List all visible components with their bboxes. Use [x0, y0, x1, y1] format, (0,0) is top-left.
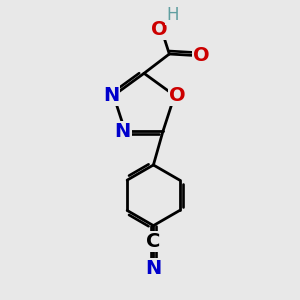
Text: N: N	[103, 86, 119, 105]
Text: O: O	[193, 46, 209, 65]
Text: H: H	[166, 6, 178, 24]
Text: C: C	[146, 232, 160, 251]
Text: O: O	[151, 20, 167, 39]
Text: O: O	[169, 86, 185, 105]
Text: N: N	[145, 259, 161, 278]
Text: N: N	[115, 122, 131, 141]
